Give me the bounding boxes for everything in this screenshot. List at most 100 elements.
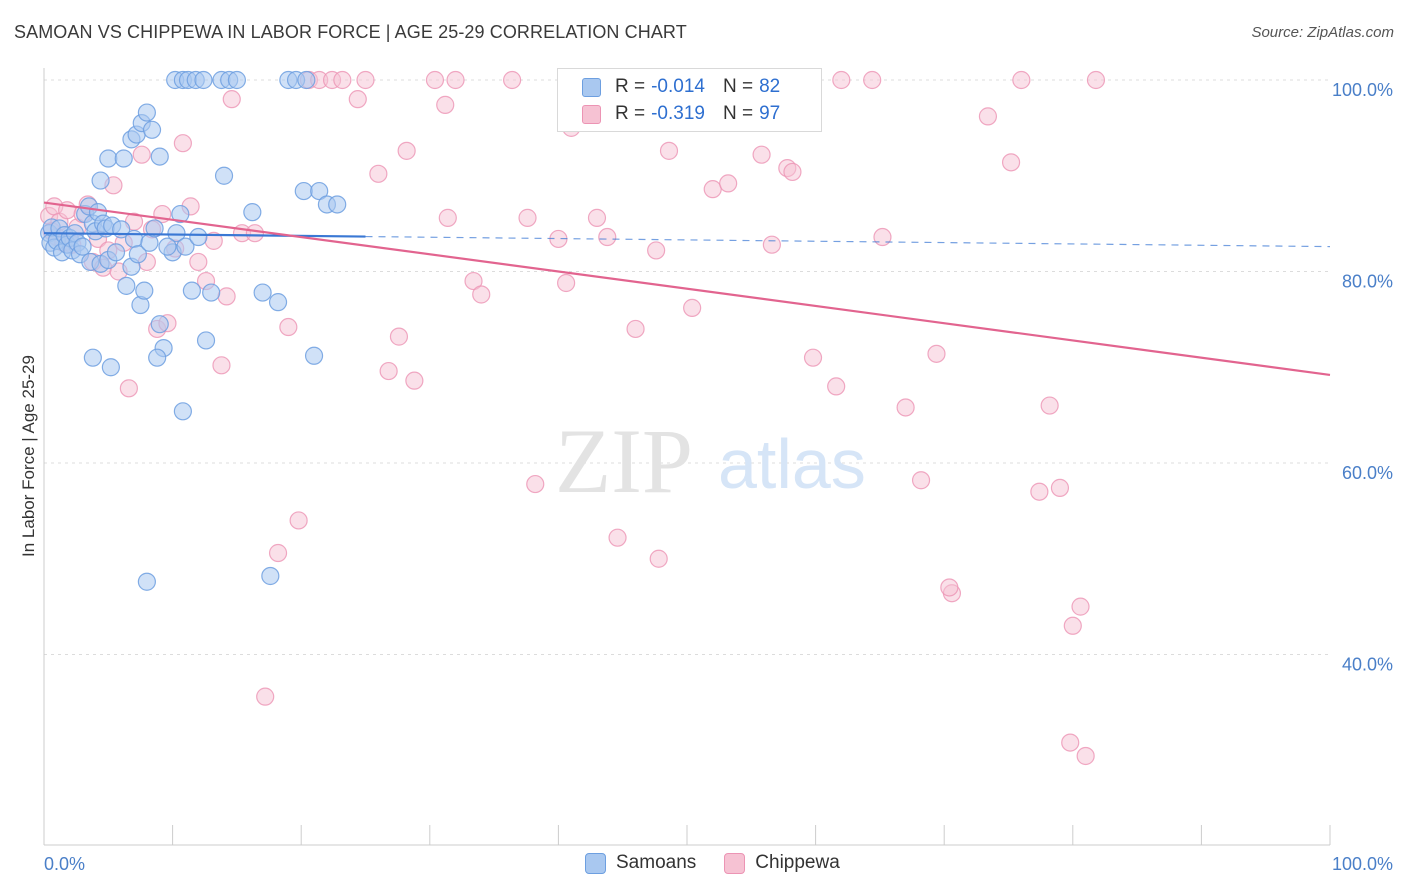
samoans-point-60 [194, 70, 213, 90]
samoans-point-55 [150, 147, 169, 166]
legend-item-samoans: Samoans [585, 852, 696, 874]
y-tick-label-1: 80.0% [1342, 272, 1393, 292]
chippewa-point-70 [649, 549, 668, 568]
samoans-trend-dashed [365, 235, 1331, 248]
chippewa-point-95 [1050, 478, 1070, 497]
chippewa-point-80 [803, 348, 823, 367]
chippewa-point-82 [832, 70, 851, 90]
samoans-point-78 [173, 402, 192, 421]
x-ticks [43, 825, 1331, 845]
legend-row-chippewa: R = -0.319 N = 97 [582, 101, 780, 127]
chippewa-point-65 [598, 227, 617, 247]
samoans-point-67 [261, 566, 280, 586]
legend-chippewa-label: Chippewa [755, 852, 840, 873]
chippewa-point-86 [911, 471, 931, 490]
samoans-point-80 [83, 348, 102, 367]
samoans-point-77 [137, 572, 156, 591]
chippewa-point-54 [446, 70, 465, 90]
chippewa-point-98 [1061, 733, 1080, 752]
chippewa-point-67 [626, 319, 645, 339]
chippewa-r-value: -0.319 [651, 103, 705, 124]
chippewa-point-83 [863, 70, 882, 90]
chippewa-swatch [582, 104, 601, 124]
chippewa-point-71 [659, 141, 679, 160]
x-tick-labels: 0.0% 100.0% [44, 854, 1393, 874]
y-tick-label-3: 40.0% [1342, 655, 1393, 675]
chippewa-point-85 [896, 398, 915, 417]
samoans-point-45 [196, 331, 216, 350]
chippewa-trend-line [43, 201, 1331, 377]
samoans-point-47 [91, 171, 110, 190]
samoans-point-46 [202, 283, 221, 302]
chippewa-point-100 [1086, 70, 1106, 90]
samoans-point-49 [114, 149, 133, 168]
chippewa-point-20 [132, 145, 151, 164]
samoans-point-54 [142, 120, 162, 139]
samoans-trend-solid [43, 232, 366, 238]
watermark-atlas: atlas [718, 425, 866, 503]
samoans-point-28 [117, 276, 136, 295]
chippewa-point-45 [348, 90, 367, 109]
samoans-point-42 [176, 237, 195, 256]
samoans-point-70 [297, 70, 316, 90]
chippewa-point-32 [212, 356, 231, 375]
chippewa-point-18 [119, 379, 138, 398]
x-tick-label-0: 0.0% [44, 854, 85, 874]
trend-lines [43, 201, 1331, 377]
samoans-point-31 [128, 245, 147, 264]
samoans-point-26 [106, 243, 126, 262]
samoans-point-44 [189, 227, 208, 247]
chippewa-n-label: N = [722, 103, 754, 124]
chippewa-point-84 [873, 227, 892, 247]
legend-item-chippewa: Chippewa [724, 852, 840, 874]
chippewa-points [40, 70, 1106, 766]
samoans-point-66 [253, 283, 272, 302]
chippewa-point-38 [268, 543, 288, 563]
chippewa-point-92 [1012, 70, 1031, 90]
samoans-r-label: R = [615, 76, 646, 97]
chippewa-point-96 [1063, 616, 1082, 635]
chippewa-point-87 [927, 344, 946, 363]
samoans-point-43 [182, 281, 201, 300]
gridlines [44, 79, 1330, 655]
chippewa-point-48 [379, 361, 398, 381]
legend-row-samoans: R = -0.014 N = 82 [582, 74, 780, 100]
chippewa-point-56 [464, 271, 483, 291]
chippewa-point-44 [333, 70, 352, 90]
legend-samoans-swatch [585, 852, 606, 874]
chippewa-point-93 [1030, 482, 1049, 501]
chippewa-point-49 [389, 327, 409, 346]
chippewa-point-76 [752, 145, 771, 164]
y-axis-label: In Labor Force | Age 25-29 [19, 355, 38, 557]
source-label: Source: ZipAtlas.com [1251, 24, 1394, 41]
chippewa-point-50 [397, 141, 416, 160]
samoans-n-value: 82 [759, 76, 781, 97]
samoans-point-35 [145, 219, 164, 238]
chippewa-point-59 [518, 208, 537, 227]
chippewa-point-72 [683, 298, 702, 317]
samoans-point-73 [294, 181, 313, 201]
chippewa-point-27 [173, 134, 192, 153]
chippewa-point-62 [557, 273, 576, 293]
samoans-point-53 [137, 103, 156, 122]
samoans-point-63 [227, 70, 246, 90]
chippewa-n-value: 97 [759, 103, 781, 124]
y-tick-label-2: 60.0% [1342, 463, 1393, 483]
chippewa-point-60 [526, 474, 545, 494]
samoans-point-65 [243, 203, 262, 222]
chippewa-point-64 [587, 208, 607, 227]
chippewa-point-74 [719, 174, 738, 193]
chippewa-point-53 [436, 95, 455, 114]
y-tick-label-0: 100.0% [1332, 80, 1393, 100]
chippewa-point-40 [289, 511, 308, 530]
chippewa-point-46 [356, 70, 375, 90]
samoans-point-79 [101, 358, 120, 377]
chippewa-point-34 [222, 90, 241, 109]
chippewa-point-39 [279, 317, 298, 337]
chippewa-point-89 [940, 578, 959, 597]
samoans-point-72 [304, 346, 324, 365]
chippewa-point-69 [647, 241, 666, 260]
chippewa-point-90 [978, 107, 998, 126]
chippewa-point-81 [827, 377, 846, 396]
chippewa-point-51 [405, 371, 424, 390]
